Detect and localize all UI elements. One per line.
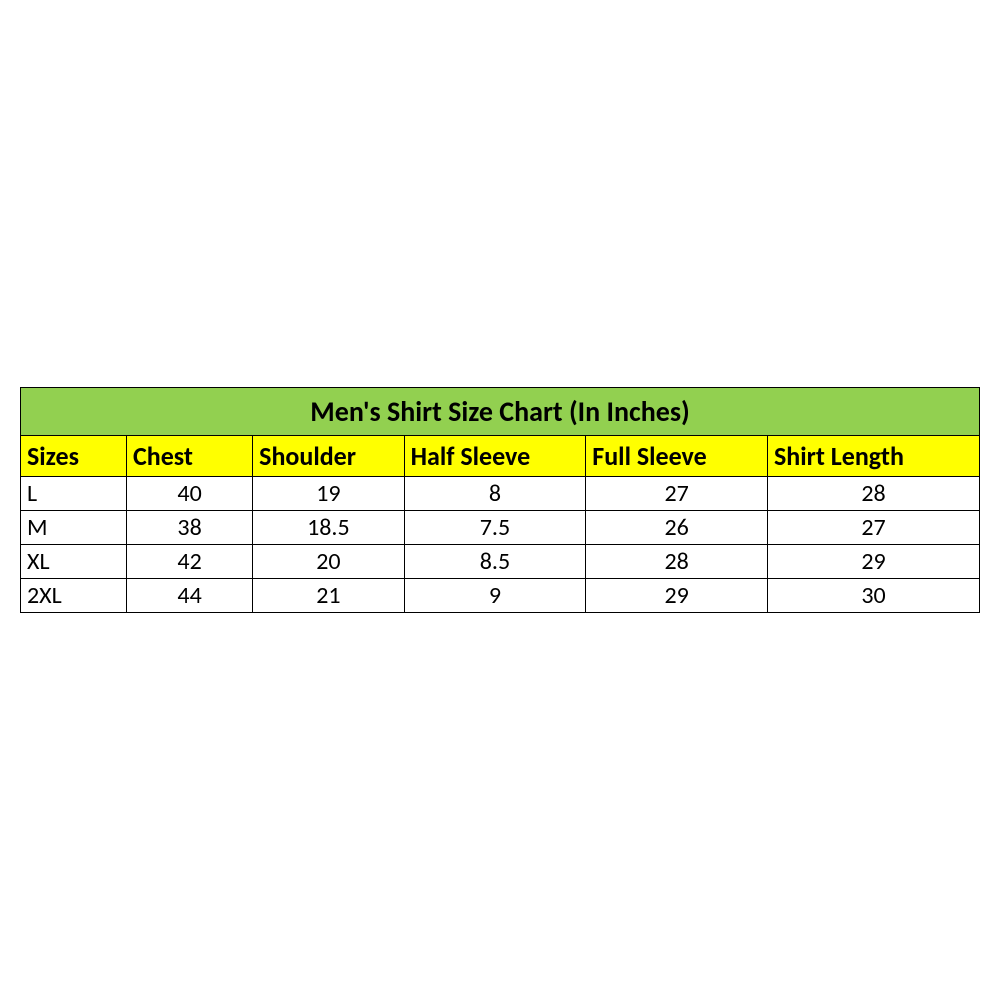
cell-chest: 42 [126,545,252,579]
cell-chest: 40 [126,477,252,511]
cell-fullsleeve: 27 [586,477,768,511]
cell-chest: 38 [126,511,252,545]
header-shirtlength: Shirt Length [768,436,980,477]
table-row: XL 42 20 8.5 28 29 [21,545,980,579]
cell-shirtlength: 29 [768,545,980,579]
cell-size: L [21,477,127,511]
cell-halfsleeve: 8 [404,477,586,511]
size-chart-table: Men's Shirt Size Chart (In Inches) Sizes… [20,387,980,613]
cell-fullsleeve: 26 [586,511,768,545]
table-title-row: Men's Shirt Size Chart (In Inches) [21,388,980,436]
table-row: L 40 19 8 27 28 [21,477,980,511]
header-shoulder: Shoulder [253,436,404,477]
cell-halfsleeve: 8.5 [404,545,586,579]
size-chart-container: Men's Shirt Size Chart (In Inches) Sizes… [20,387,980,613]
cell-shoulder: 21 [253,579,404,613]
cell-shirtlength: 27 [768,511,980,545]
cell-fullsleeve: 29 [586,579,768,613]
header-fullsleeve: Full Sleeve [586,436,768,477]
cell-size: M [21,511,127,545]
cell-shoulder: 19 [253,477,404,511]
table-row: 2XL 44 21 9 29 30 [21,579,980,613]
cell-shoulder: 18.5 [253,511,404,545]
cell-shirtlength: 28 [768,477,980,511]
cell-size: XL [21,545,127,579]
cell-shirtlength: 30 [768,579,980,613]
cell-halfsleeve: 7.5 [404,511,586,545]
table-row: M 38 18.5 7.5 26 27 [21,511,980,545]
header-chest: Chest [126,436,252,477]
table-title: Men's Shirt Size Chart (In Inches) [21,388,980,436]
cell-halfsleeve: 9 [404,579,586,613]
header-halfsleeve: Half Sleeve [404,436,586,477]
cell-chest: 44 [126,579,252,613]
cell-size: 2XL [21,579,127,613]
table-header-row: Sizes Chest Shoulder Half Sleeve Full Sl… [21,436,980,477]
cell-shoulder: 20 [253,545,404,579]
header-sizes: Sizes [21,436,127,477]
cell-fullsleeve: 28 [586,545,768,579]
